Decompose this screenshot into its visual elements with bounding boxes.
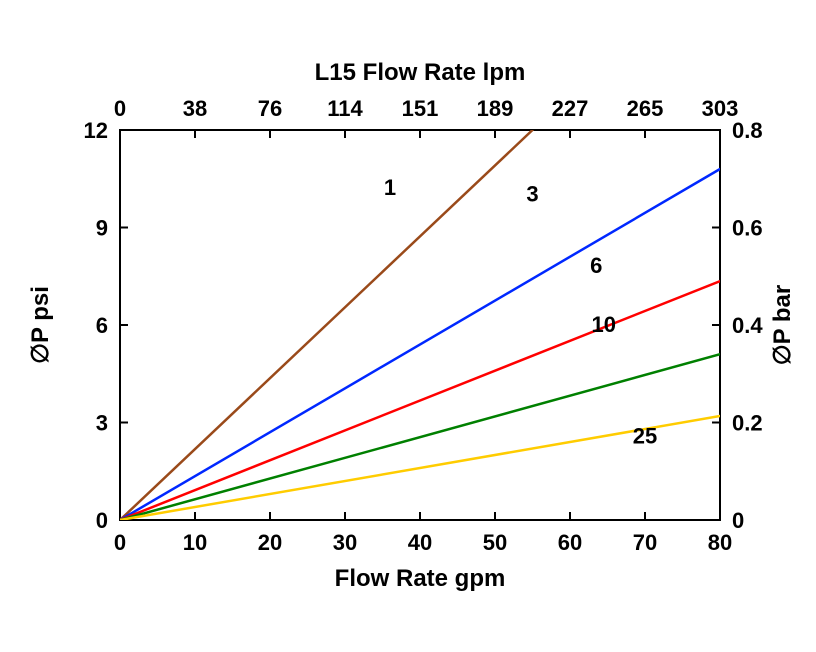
x-bottom-tick-label: 20 xyxy=(258,530,282,555)
series-label: 1 xyxy=(384,175,396,200)
x-bottom-tick-label: 80 xyxy=(708,530,732,555)
x-bottom-tick-label: 70 xyxy=(633,530,657,555)
x-top-tick-label: 0 xyxy=(114,96,126,121)
series-label: 10 xyxy=(592,312,616,337)
x-bottom-tick-label: 40 xyxy=(408,530,432,555)
pressure-drop-chart: 01020304050607080Flow Rate gpm0387611415… xyxy=(0,0,816,652)
y-right-tick-label: 0 xyxy=(732,508,744,533)
x-bottom-title: Flow Rate gpm xyxy=(335,565,506,592)
x-top-title: L15 Flow Rate lpm xyxy=(315,59,526,86)
x-top-tick-label: 151 xyxy=(402,96,439,121)
series-label: 3 xyxy=(526,182,538,207)
y-right-title: ∅P bar xyxy=(769,285,796,366)
x-bottom-tick-label: 0 xyxy=(114,530,126,555)
x-top-tick-label: 76 xyxy=(258,96,282,121)
x-bottom-tick-label: 10 xyxy=(183,530,207,555)
y-right-tick-label: 0.8 xyxy=(732,118,763,143)
x-bottom-tick-label: 50 xyxy=(483,530,507,555)
y-right-tick-label: 0.6 xyxy=(732,216,763,241)
y-right-tick-label: 0.2 xyxy=(732,411,763,436)
y-left-title: ∅P psi xyxy=(27,286,54,364)
chart-svg: 01020304050607080Flow Rate gpm0387611415… xyxy=(0,0,816,652)
series-label: 25 xyxy=(633,424,657,449)
y-left-tick-label: 12 xyxy=(84,118,108,143)
x-top-tick-label: 265 xyxy=(627,96,664,121)
x-top-tick-label: 227 xyxy=(552,96,589,121)
y-left-tick-label: 9 xyxy=(96,216,108,241)
x-top-tick-label: 114 xyxy=(327,96,363,121)
x-bottom-tick-label: 60 xyxy=(558,530,582,555)
x-bottom-tick-label: 30 xyxy=(333,530,357,555)
y-left-tick-label: 6 xyxy=(96,313,108,338)
x-top-tick-label: 189 xyxy=(477,96,514,121)
y-left-tick-label: 0 xyxy=(96,508,108,533)
y-left-tick-label: 3 xyxy=(96,411,108,436)
x-top-tick-label: 38 xyxy=(183,96,207,121)
y-right-tick-label: 0.4 xyxy=(732,313,763,338)
series-label: 6 xyxy=(590,253,602,278)
